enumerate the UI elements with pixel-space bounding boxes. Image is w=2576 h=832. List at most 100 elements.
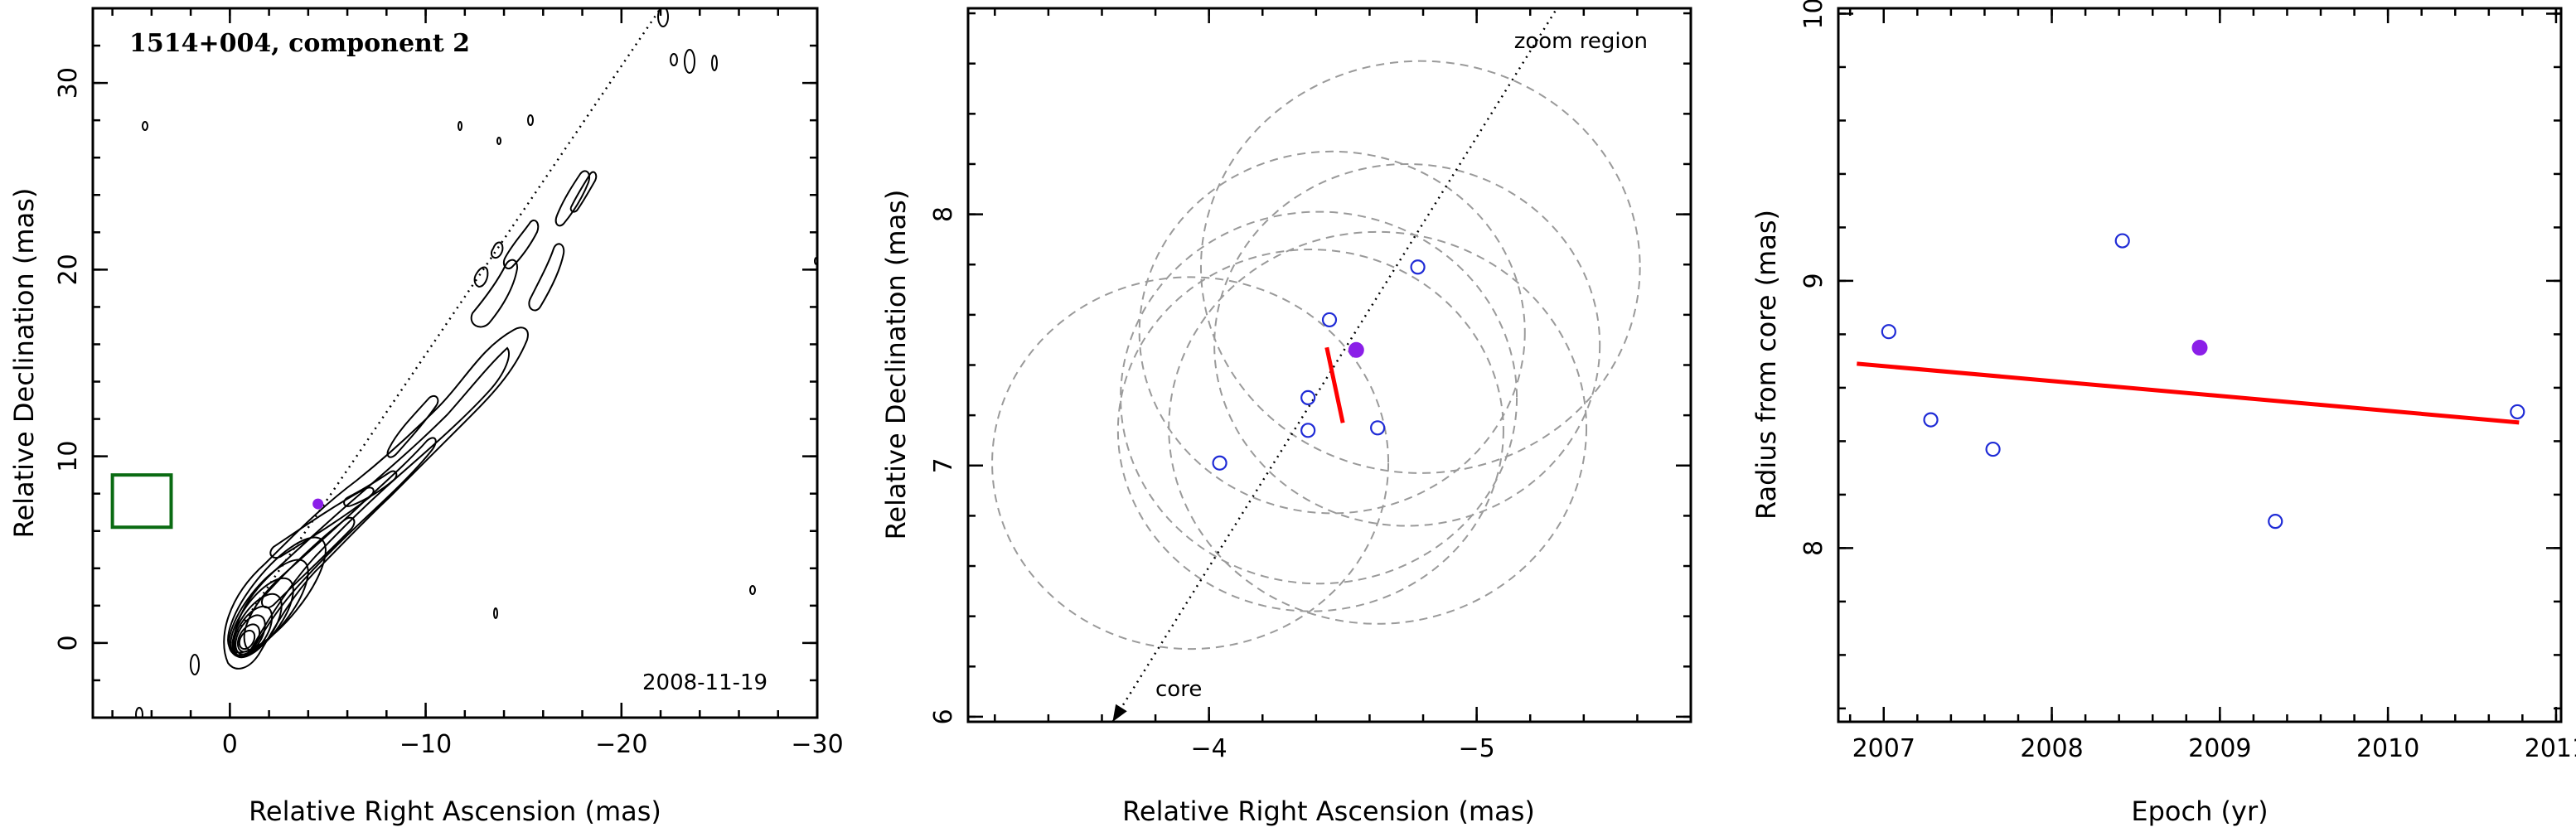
panel2-error-circles xyxy=(991,60,1641,651)
panel1-contours xyxy=(135,8,817,718)
panel-radius-vs-epoch: 2007 2008 2009 2010 2011 8 9 10 Epoch (yr) Radi… xyxy=(1750,0,2576,827)
open-data-point xyxy=(1410,259,1426,275)
error-circle xyxy=(1213,162,1601,527)
error-circle xyxy=(991,276,1390,651)
contour-knot-7 xyxy=(490,241,504,259)
panel2-tick-labels: −4 −5 6 7 8 xyxy=(929,206,1495,763)
contour-knot-6 xyxy=(473,266,489,288)
error-circle xyxy=(1116,249,1504,612)
contour-island-10 xyxy=(684,49,695,74)
panel1-xlabel: Relative Right Ascension (mas) xyxy=(249,796,661,827)
panel2-core-label: core xyxy=(1155,677,1202,702)
panel3-frame xyxy=(1837,7,2563,723)
panel1-ticks xyxy=(93,7,819,719)
open-data-point xyxy=(1370,420,1386,436)
contour-island-12 xyxy=(749,585,756,595)
p3-xtick-label: 2007 xyxy=(1852,734,1915,763)
p2-xtick-label: −4 xyxy=(1191,734,1227,763)
p1-ytick-label: 0 xyxy=(54,635,83,651)
filled-data-point xyxy=(1348,341,1364,358)
panel-zoom-region: −4 −5 6 7 8 zoom region core Relative Right … xyxy=(880,7,1692,827)
panel1-ylabel: Relative Declination (mas) xyxy=(8,188,40,539)
p2-ytick-label: 8 xyxy=(929,206,958,222)
open-data-point xyxy=(1300,389,1316,406)
panel2-velocity-vector xyxy=(1324,346,1345,423)
p1-xtick-label: 0 xyxy=(222,730,238,759)
contour-island-4 xyxy=(458,121,462,131)
p3-ytick-label: 10 xyxy=(1799,0,1828,30)
error-circle xyxy=(1199,60,1641,474)
p1-ytick-label: 30 xyxy=(54,67,83,99)
filled-data-point xyxy=(2191,340,2208,356)
contour-island-7 xyxy=(493,607,498,619)
open-data-point xyxy=(1985,441,2001,457)
p2-ytick-label: 7 xyxy=(929,457,958,473)
contour-knot-4 xyxy=(554,170,590,227)
panel2-xlabel: Relative Right Ascension (mas) xyxy=(1122,796,1535,827)
contour-island-3 xyxy=(142,121,148,131)
contour-jet-2 xyxy=(233,346,510,658)
panel3-tick-labels: 2007 2008 2009 2010 2011 8 9 10 xyxy=(1799,0,2576,763)
contour-jet-5 xyxy=(269,486,375,559)
panel2-points xyxy=(1212,259,1426,471)
p1-xtick-label: −30 xyxy=(791,730,843,759)
contour-island-6 xyxy=(527,114,534,126)
p3-xtick-label: 2009 xyxy=(2188,734,2251,763)
contour-knot-1 xyxy=(470,259,519,328)
panel3-fit-line xyxy=(1857,361,2520,425)
contour-island-11 xyxy=(711,55,718,71)
p3-xtick-label: 2011 xyxy=(2525,734,2576,763)
panel1-tick-labels: 0 −10 −20 −30 0 10 20 30 xyxy=(54,67,844,759)
contour-island-2 xyxy=(135,707,143,718)
p1-xtick-label: −20 xyxy=(595,730,647,759)
contour-jet-7 xyxy=(386,394,439,458)
open-data-point xyxy=(2510,404,2525,420)
open-data-point xyxy=(2114,233,2130,249)
p3-xtick-label: 2010 xyxy=(2356,734,2419,763)
contour-jet-6 xyxy=(343,470,398,507)
contour-island-1 xyxy=(190,654,200,675)
panel3-ticks xyxy=(1838,8,2561,722)
panel-contour-map: 0 −10 −20 −30 0 10 20 30 xyxy=(8,7,844,827)
panel3-points xyxy=(1881,233,2525,530)
error-circle xyxy=(1138,150,1526,515)
open-data-point xyxy=(1300,423,1316,438)
contour-island-5 xyxy=(496,137,501,145)
contour-island-13 xyxy=(814,257,817,265)
p2-ytick-label: 6 xyxy=(929,709,958,724)
contour-jet-outer xyxy=(223,327,529,670)
p3-ytick-label: 9 xyxy=(1799,273,1828,288)
contour-island-8 xyxy=(657,8,669,27)
error-circle xyxy=(1168,230,1588,625)
p1-xtick-label: −10 xyxy=(399,730,452,759)
panel3-xlabel: Epoch (yr) xyxy=(2131,796,2268,827)
contour-jet-4 xyxy=(260,516,356,609)
contour-jet-3 xyxy=(243,437,437,651)
contour-island-9 xyxy=(670,53,678,66)
contour-knot-2 xyxy=(502,219,540,270)
open-data-point xyxy=(1881,324,1896,340)
open-data-point xyxy=(1212,455,1227,471)
contour-knot-3 xyxy=(528,243,565,312)
p3-ytick-label: 8 xyxy=(1799,540,1828,556)
panel2-core-arrowhead xyxy=(1112,704,1127,722)
error-circle xyxy=(1120,210,1518,585)
p1-ytick-label: 20 xyxy=(54,254,83,285)
open-data-point xyxy=(1321,312,1338,328)
panel1-title: 1514+004, component 2 xyxy=(129,29,470,58)
panel1-epoch-label: 2008-11-19 xyxy=(642,670,767,695)
p1-ytick-label: 10 xyxy=(54,441,83,472)
panel1-zoom-box xyxy=(110,473,173,530)
p2-xtick-label: −5 xyxy=(1459,734,1495,763)
contour-core-1 xyxy=(238,629,256,651)
contour-knot-5 xyxy=(569,171,598,213)
panel2-zoom-region-label: zoom region xyxy=(1514,29,1648,54)
panel1-component-marker xyxy=(312,498,324,510)
p3-xtick-label: 2008 xyxy=(2020,734,2083,763)
open-data-point xyxy=(1923,412,1939,428)
panel2-ylabel: Relative Declination (mas) xyxy=(880,190,912,540)
panel3-ylabel: Radius from core (mas) xyxy=(1750,210,1782,520)
open-data-point xyxy=(2268,514,2283,530)
contour-core-7 xyxy=(228,559,309,656)
